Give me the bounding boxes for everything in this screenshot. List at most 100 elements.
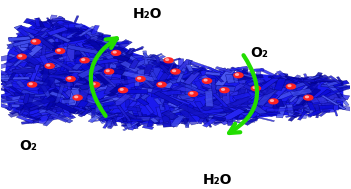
Circle shape	[120, 89, 123, 90]
Polygon shape	[50, 114, 68, 122]
Polygon shape	[276, 79, 282, 88]
Polygon shape	[75, 89, 89, 107]
Polygon shape	[326, 80, 343, 86]
Polygon shape	[77, 100, 88, 108]
Polygon shape	[20, 67, 46, 74]
Polygon shape	[230, 106, 254, 109]
Polygon shape	[156, 107, 164, 123]
Polygon shape	[16, 31, 35, 43]
Polygon shape	[0, 94, 12, 101]
Polygon shape	[168, 113, 175, 119]
Polygon shape	[62, 20, 73, 24]
Polygon shape	[104, 114, 118, 121]
Polygon shape	[170, 67, 191, 83]
Polygon shape	[324, 102, 337, 105]
Polygon shape	[108, 105, 121, 109]
Polygon shape	[276, 71, 286, 77]
Polygon shape	[26, 115, 41, 120]
Polygon shape	[287, 96, 313, 108]
Polygon shape	[124, 64, 147, 76]
Polygon shape	[57, 80, 87, 86]
Polygon shape	[30, 111, 51, 123]
Polygon shape	[161, 67, 173, 73]
Polygon shape	[97, 114, 105, 119]
Circle shape	[306, 96, 308, 98]
Polygon shape	[70, 102, 93, 114]
Polygon shape	[185, 81, 191, 98]
Polygon shape	[4, 19, 343, 124]
Polygon shape	[48, 74, 79, 81]
Polygon shape	[0, 67, 16, 77]
Polygon shape	[123, 48, 135, 60]
Polygon shape	[152, 86, 183, 93]
Circle shape	[55, 49, 65, 53]
Polygon shape	[293, 115, 302, 118]
Circle shape	[269, 99, 278, 104]
Polygon shape	[333, 97, 346, 101]
Polygon shape	[101, 40, 119, 47]
Polygon shape	[121, 119, 149, 124]
Polygon shape	[15, 80, 26, 88]
Polygon shape	[218, 87, 226, 95]
Polygon shape	[87, 66, 112, 74]
Polygon shape	[296, 91, 308, 105]
Polygon shape	[299, 81, 311, 84]
Polygon shape	[203, 72, 217, 80]
Polygon shape	[112, 58, 122, 66]
Polygon shape	[154, 91, 182, 106]
Polygon shape	[165, 108, 185, 116]
Polygon shape	[220, 108, 245, 122]
Polygon shape	[167, 117, 185, 127]
Polygon shape	[226, 104, 250, 116]
Polygon shape	[290, 88, 312, 96]
Polygon shape	[186, 102, 195, 112]
Polygon shape	[26, 44, 38, 53]
Polygon shape	[78, 26, 95, 37]
Polygon shape	[159, 98, 166, 111]
Polygon shape	[52, 18, 65, 21]
Polygon shape	[1, 73, 13, 85]
Polygon shape	[35, 18, 65, 25]
Polygon shape	[55, 85, 65, 103]
Polygon shape	[260, 112, 280, 115]
Polygon shape	[111, 94, 132, 107]
Circle shape	[234, 73, 243, 78]
Polygon shape	[159, 64, 171, 74]
Polygon shape	[8, 104, 13, 108]
Polygon shape	[35, 62, 45, 72]
Polygon shape	[75, 50, 82, 58]
Polygon shape	[288, 112, 299, 121]
Polygon shape	[320, 78, 328, 82]
Polygon shape	[119, 63, 149, 73]
Polygon shape	[58, 55, 71, 60]
Polygon shape	[58, 98, 71, 115]
Polygon shape	[62, 36, 86, 43]
Polygon shape	[176, 66, 199, 69]
Polygon shape	[91, 79, 125, 86]
Polygon shape	[116, 89, 148, 94]
Polygon shape	[299, 77, 311, 87]
Polygon shape	[67, 45, 99, 54]
Polygon shape	[298, 78, 318, 86]
Polygon shape	[231, 67, 256, 82]
Polygon shape	[12, 68, 36, 74]
Polygon shape	[164, 104, 171, 113]
Polygon shape	[332, 80, 349, 87]
Polygon shape	[150, 118, 159, 123]
Polygon shape	[103, 39, 119, 53]
Polygon shape	[46, 102, 54, 110]
Polygon shape	[64, 67, 93, 80]
Polygon shape	[17, 62, 33, 79]
Circle shape	[171, 69, 180, 74]
Polygon shape	[211, 78, 217, 96]
Polygon shape	[131, 119, 142, 121]
Polygon shape	[117, 52, 133, 58]
Polygon shape	[38, 99, 47, 117]
Polygon shape	[36, 18, 45, 28]
Polygon shape	[172, 59, 193, 77]
Polygon shape	[256, 89, 277, 106]
Polygon shape	[243, 119, 256, 122]
Circle shape	[253, 87, 256, 88]
Polygon shape	[108, 68, 125, 75]
Polygon shape	[148, 53, 163, 60]
